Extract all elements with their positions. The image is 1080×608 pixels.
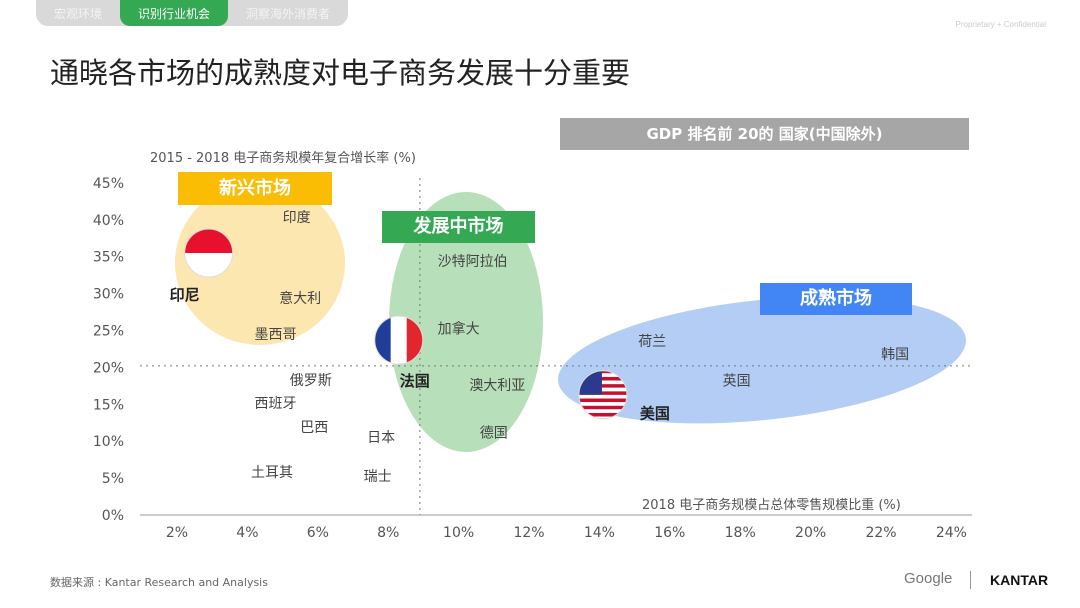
country-label: 俄罗斯 (290, 373, 332, 389)
x-axis-label: 2018 电子商务规模占总体零售规模比重 (%) (642, 498, 901, 513)
y-tick-label: 5% (102, 471, 124, 487)
x-tick-label: 6% (307, 525, 329, 541)
country-label: 荷兰 (638, 334, 666, 350)
flag-stripe (578, 370, 627, 374)
y-tick-label: 10% (93, 434, 124, 450)
developing-market-ellipse (389, 192, 543, 452)
flag-stripe (578, 409, 627, 413)
country-label: 印尼 (170, 286, 200, 304)
flag-ring (578, 370, 628, 420)
flag-body (374, 316, 423, 365)
country-label: 瑞士 (364, 469, 392, 485)
country-label: 美国 (640, 405, 670, 423)
group-label-mature: 成熟市场 (760, 283, 912, 315)
country-label: 土耳其 (251, 465, 293, 481)
x-tick-label: 12% (513, 525, 544, 541)
google-logo: Google (904, 570, 953, 587)
country-label: 意大利 (279, 290, 321, 307)
flag-white (390, 316, 407, 365)
y-tick-label: 25% (93, 324, 124, 340)
source-note: 数据来源 : Kantar Research and Analysis (50, 576, 268, 589)
flag-ring (374, 315, 424, 365)
mature-market-ellipse (558, 296, 966, 424)
flag-stripe (578, 394, 627, 399)
tab-macro[interactable]: 宏观环境 (54, 7, 103, 21)
x-tick-label: 10% (443, 525, 474, 541)
country-label: 西班牙 (255, 396, 297, 412)
y-axis-label: 2015 - 2018 电子商务规模年复合增长率 (%) (150, 151, 416, 166)
tab-industry-opportunity[interactable]: 识别行业机会 (120, 0, 229, 26)
fr-flag-icon (374, 315, 424, 365)
country-label: 英国 (723, 373, 751, 390)
x-tick-label: 14% (584, 525, 615, 541)
x-tick-label: 24% (936, 525, 967, 541)
flag-body (578, 370, 627, 419)
y-tick-label: 30% (93, 287, 124, 303)
confidential-note: Proprietary + Confidential (955, 20, 1047, 29)
x-tick-label: 20% (795, 525, 826, 541)
country-label: 墨西哥 (255, 327, 297, 343)
country-label: 日本 (367, 430, 395, 446)
y-tick-label: 35% (93, 250, 124, 266)
y-tick-label: 0% (102, 508, 124, 524)
flag-stripe (578, 391, 627, 395)
x-tick-label: 8% (377, 525, 399, 541)
x-tick-label: 4% (236, 525, 258, 541)
flag-ring (184, 228, 234, 278)
x-tick-label: 22% (865, 525, 896, 541)
y-tick-label: 40% (93, 213, 124, 229)
x-tick-label: 2% (166, 525, 188, 541)
country-label: 加拿大 (438, 320, 480, 337)
flag-stripe (578, 405, 627, 410)
country-label: 韩国 (881, 347, 909, 363)
y-tick-label: 20% (93, 360, 124, 376)
flag-stripe (578, 398, 627, 403)
flag-stripe (578, 380, 627, 385)
flag-stripe (578, 387, 627, 392)
logo-divider (970, 571, 971, 589)
flag-stripe (578, 412, 627, 417)
gdp-banner: GDP 排名前 20的 国家(中国除外) (560, 118, 969, 150)
group-label-developing: 发展中市场 (382, 211, 535, 243)
flag-blue (374, 316, 391, 365)
kantar-logo: KANTAR (990, 572, 1049, 588)
us-flag-icon (578, 370, 628, 420)
country-label: 澳大利亚 (469, 378, 525, 394)
group-label-emerging: 新兴市场 (178, 172, 332, 205)
flag-red (406, 316, 423, 365)
page-title: 通晓各市场的成熟度对电子商务发展十分重要 (50, 56, 631, 90)
flag-stripe (578, 384, 627, 388)
country-label: 沙特阿拉伯 (438, 254, 508, 270)
country-label: 印度 (283, 210, 311, 226)
country-label: 法国 (400, 372, 430, 390)
country-label: 巴西 (300, 420, 328, 436)
tab-consumers[interactable]: 洞察海外消费者 (246, 7, 331, 21)
y-tick-label: 45% (93, 176, 124, 192)
x-tick-label: 16% (654, 525, 685, 541)
x-tick-label: 18% (725, 525, 756, 541)
flag-stripe (578, 376, 627, 381)
flag-stripe (578, 373, 627, 377)
country-label: 德国 (480, 425, 508, 441)
flag-stripe (578, 416, 627, 419)
flag-stripe (578, 402, 627, 406)
y-tick-label: 15% (93, 397, 124, 413)
section-tabs: 宏观环境 识别行业机会 洞察海外消费者 (36, 0, 349, 26)
emerging-market-ellipse (175, 181, 345, 345)
